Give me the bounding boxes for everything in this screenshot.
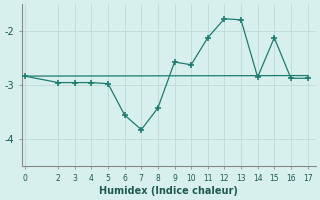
X-axis label: Humidex (Indice chaleur): Humidex (Indice chaleur) — [99, 186, 238, 196]
